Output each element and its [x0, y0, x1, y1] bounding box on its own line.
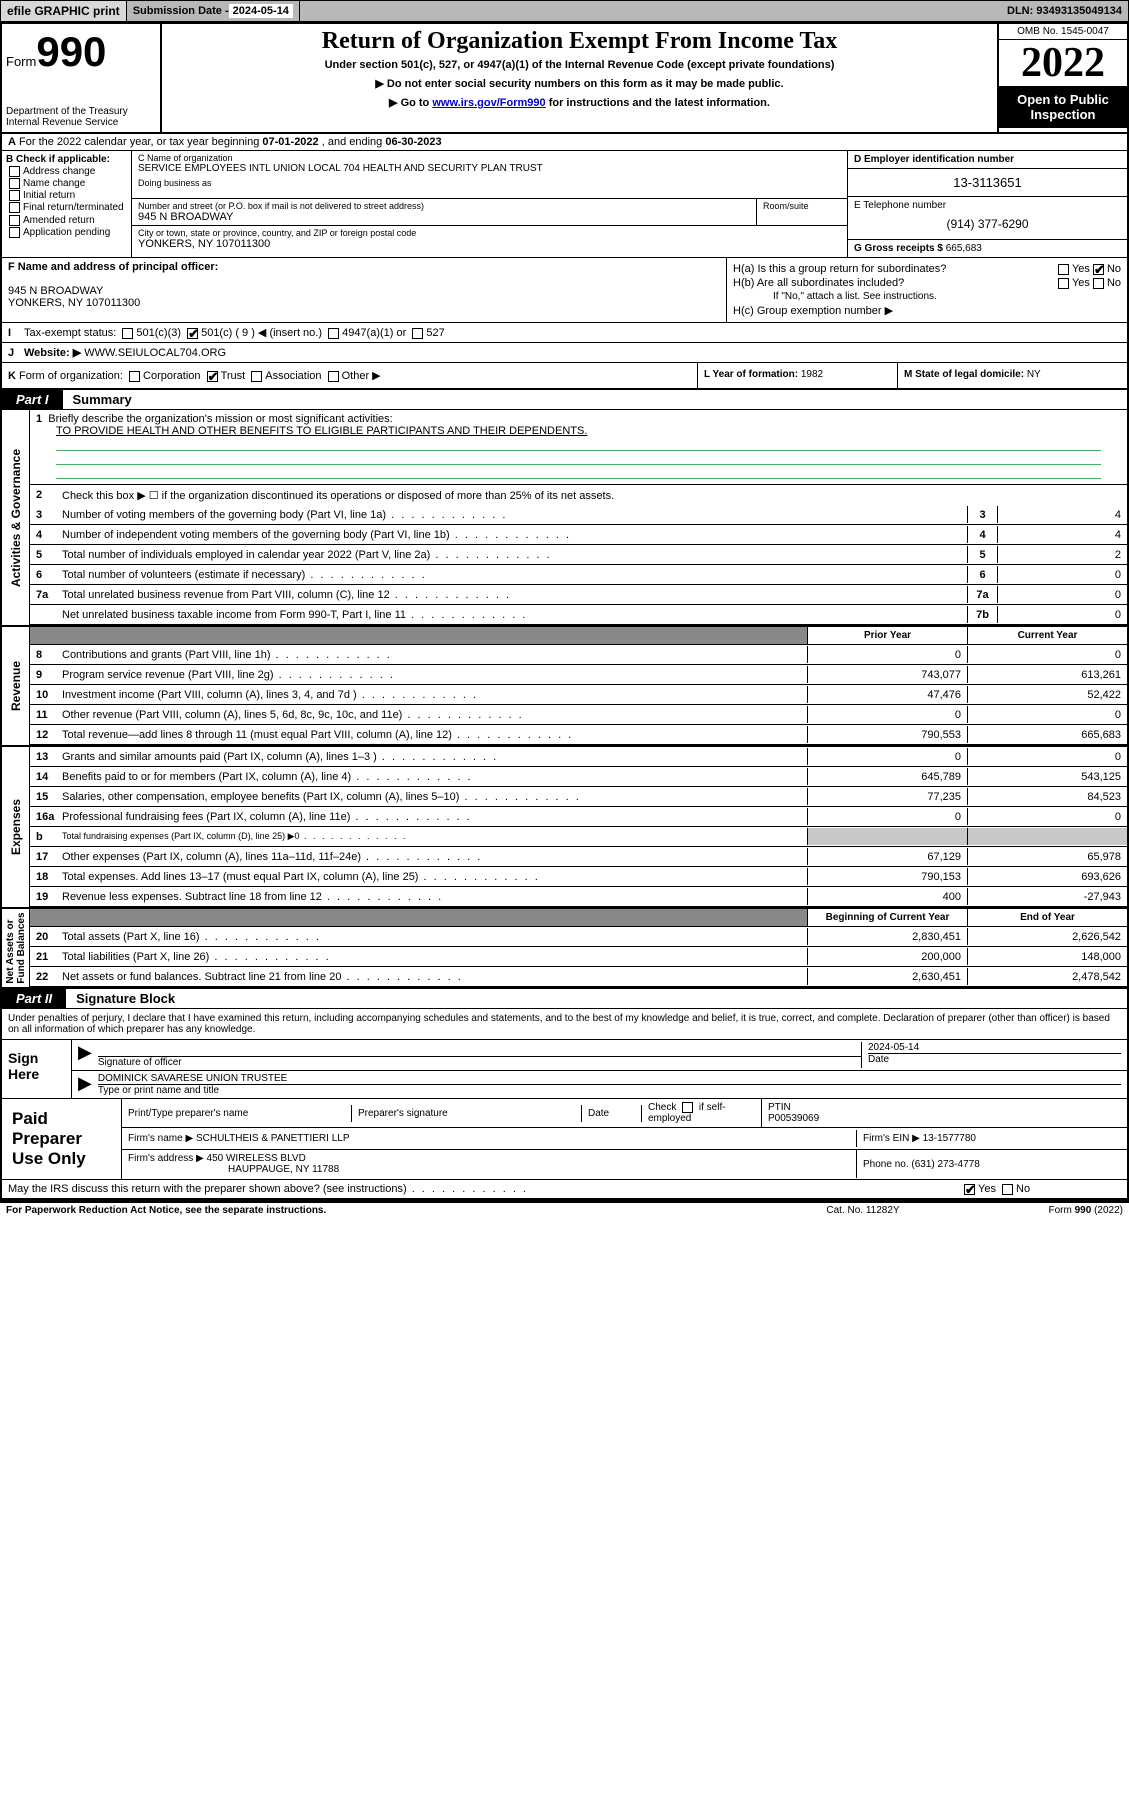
cb-amended-return[interactable] — [9, 215, 20, 226]
col-c-org-info: C Name of organization SERVICE EMPLOYEES… — [132, 151, 847, 257]
sign-here-block: Sign Here ▶ Signature of officer 2024-05… — [2, 1039, 1127, 1098]
summary-line: 13Grants and similar amounts paid (Part … — [30, 747, 1127, 767]
dln: DLN: 93493135049134 — [1001, 1, 1128, 21]
summary-line: 15Salaries, other compensation, employee… — [30, 787, 1127, 807]
summary-line: 21Total liabilities (Part X, line 26)200… — [30, 947, 1127, 967]
summary-line: 20Total assets (Part X, line 16)2,830,45… — [30, 927, 1127, 947]
form-990: Form990 Department of the Treasury Inter… — [0, 22, 1129, 1202]
cb-self-employed[interactable] — [682, 1102, 693, 1113]
net-col-headers: Beginning of Current Year End of Year — [30, 909, 1127, 927]
cb-address-change[interactable] — [9, 166, 20, 177]
col-d-ein: D Employer identification number 13-3113… — [847, 151, 1127, 257]
row-a-tax-year: A For the 2022 calendar year, or tax yea… — [2, 134, 1127, 151]
summary-line: 7aTotal unrelated business revenue from … — [30, 585, 1127, 605]
side-net: Net Assets orFund Balances — [2, 909, 30, 987]
summary-line: bTotal fundraising expenses (Part IX, co… — [30, 827, 1127, 847]
form-header-left: Form990 Department of the Treasury Inter… — [2, 24, 162, 132]
summary-line: 9Program service revenue (Part VIII, lin… — [30, 665, 1127, 685]
row-i-tax-status: I Tax-exempt status: 501(c)(3) 501(c) ( … — [2, 323, 1127, 343]
cb-trust[interactable] — [207, 371, 218, 382]
summary-line: 6Total number of volunteers (estimate if… — [30, 565, 1127, 585]
page-footer: For Paperwork Reduction Act Notice, see … — [0, 1202, 1129, 1218]
cb-501c[interactable] — [187, 328, 198, 339]
summary-line: 10Investment income (Part VIII, column (… — [30, 685, 1127, 705]
summary-line: 8Contributions and grants (Part VIII, li… — [30, 645, 1127, 665]
side-governance: Activities & Governance — [2, 410, 30, 625]
submission-label: Submission Date - 2024-05-14 — [127, 1, 300, 21]
cb-4947[interactable] — [328, 328, 339, 339]
summary-line: 19Revenue less expenses. Subtract line 1… — [30, 887, 1127, 907]
form-header-right: OMB No. 1545-0047 2022 Open to Public In… — [997, 24, 1127, 132]
cb-assoc[interactable] — [251, 371, 262, 382]
revenue-col-headers: Prior Year Current Year — [30, 627, 1127, 645]
summary-line: 5Total number of individuals employed in… — [30, 545, 1127, 565]
summary-line: 18Total expenses. Add lines 13–17 (must … — [30, 867, 1127, 887]
col-b-checkboxes: B Check if applicable: Address change Na… — [2, 151, 132, 257]
may-discuss-row: May the IRS discuss this return with the… — [2, 1179, 1127, 1200]
summary-line: 12Total revenue—add lines 8 through 11 (… — [30, 725, 1127, 745]
cb-ha-no[interactable] — [1093, 264, 1104, 275]
cb-corp[interactable] — [129, 371, 140, 382]
efile-print-button[interactable]: efile GRAPHIC print — [1, 1, 127, 21]
cb-hb-yes[interactable] — [1058, 278, 1069, 289]
cb-name-change[interactable] — [9, 178, 20, 189]
irs-link[interactable]: www.irs.gov/Form990 — [432, 97, 545, 109]
part1-header: Part ISummary — [2, 390, 1127, 410]
signature-arrow-icon: ▶ — [78, 1042, 92, 1068]
summary-line: 14Benefits paid to or for members (Part … — [30, 767, 1127, 787]
summary-line: 4Number of independent voting members of… — [30, 525, 1127, 545]
summary-line: 11Other revenue (Part VIII, column (A), … — [30, 705, 1127, 725]
paid-preparer-block: Paid Preparer Use Only Print/Type prepar… — [2, 1098, 1127, 1179]
row-k-form-org: K Form of organization: Corporation Trus… — [2, 363, 1127, 390]
col-h-group: H(a) Is this a group return for subordin… — [727, 258, 1127, 322]
side-revenue: Revenue — [2, 627, 30, 745]
perjury-declaration: Under penalties of perjury, I declare th… — [2, 1009, 1127, 1039]
part2-header: Part IISignature Block — [2, 987, 1127, 1009]
col-f-officer: F Name and address of principal officer:… — [2, 258, 727, 322]
cb-ha-yes[interactable] — [1058, 264, 1069, 275]
cb-discuss-yes[interactable] — [964, 1184, 975, 1195]
cb-final-return[interactable] — [9, 202, 20, 213]
cb-527[interactable] — [412, 328, 423, 339]
side-expenses: Expenses — [2, 747, 30, 907]
cb-application-pending[interactable] — [9, 227, 20, 238]
row-j-website: J Website: ▶ WWW.SEIULOCAL704.ORG — [2, 343, 1127, 363]
summary-line: 3Number of voting members of the governi… — [30, 505, 1127, 525]
summary-line: 22Net assets or fund balances. Subtract … — [30, 967, 1127, 987]
topbar: efile GRAPHIC print Submission Date - 20… — [0, 0, 1129, 22]
cb-501c3[interactable] — [122, 328, 133, 339]
cb-hb-no[interactable] — [1093, 278, 1104, 289]
form-title: Return of Organization Exempt From Incom… — [170, 28, 989, 55]
summary-line: Net unrelated business taxable income fr… — [30, 605, 1127, 625]
form-header-mid: Return of Organization Exempt From Incom… — [162, 24, 997, 132]
cb-other[interactable] — [328, 371, 339, 382]
summary-line: 17Other expenses (Part IX, column (A), l… — [30, 847, 1127, 867]
name-arrow-icon: ▶ — [78, 1073, 92, 1096]
cb-initial-return[interactable] — [9, 190, 20, 201]
cb-discuss-no[interactable] — [1002, 1184, 1013, 1195]
summary-line: 16aProfessional fundraising fees (Part I… — [30, 807, 1127, 827]
